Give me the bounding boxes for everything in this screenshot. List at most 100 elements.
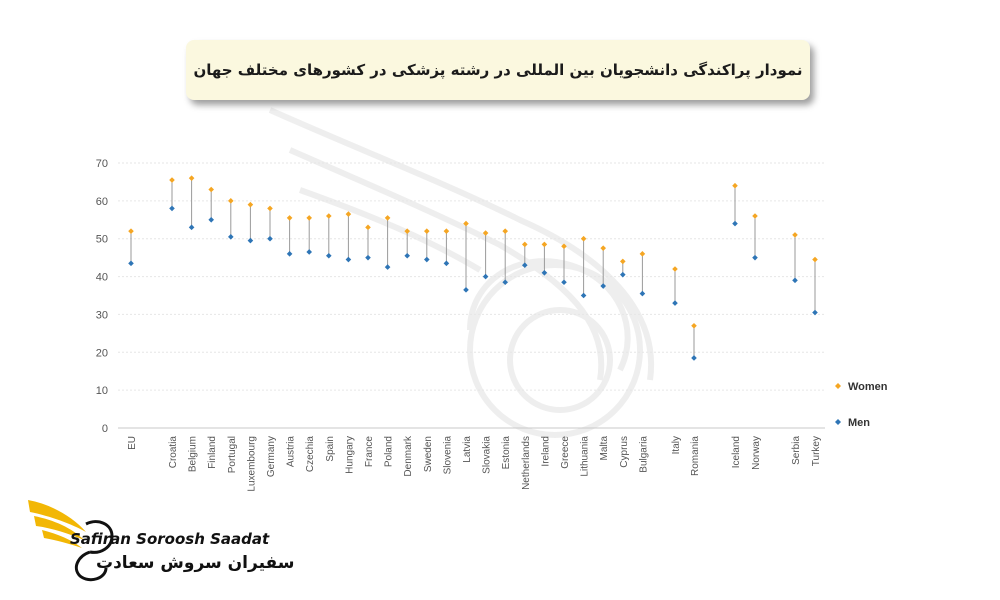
- women-point: [345, 211, 352, 217]
- men-point: [792, 277, 798, 284]
- women-point: [365, 224, 371, 231]
- men-point: [443, 260, 450, 267]
- men-point: [286, 251, 293, 257]
- women-point: [128, 228, 134, 234]
- women-point: [404, 228, 410, 234]
- men-point: [600, 283, 606, 289]
- x-tick-label: Austria: [286, 436, 297, 468]
- x-axis-ticks: EU Croatia Belgium Finland Portugal Luxembour…: [127, 435, 822, 492]
- x-tick-label: Greece: [560, 436, 571, 469]
- women-point: [639, 251, 646, 257]
- x-tick-label: Iceland: [731, 436, 742, 468]
- company-logo: [28, 500, 114, 582]
- men-point: [580, 292, 587, 299]
- men-point: [691, 355, 697, 361]
- x-tick-label: Germany: [266, 436, 277, 477]
- women-point: [792, 232, 798, 238]
- women-point: [752, 213, 758, 219]
- x-tick-label: Luxembourg: [246, 436, 257, 492]
- women-point: [812, 256, 818, 263]
- women-point: [580, 235, 587, 242]
- x-tick-label: Czechia: [305, 436, 316, 473]
- men-point: [463, 287, 469, 293]
- chart-title-box: نمودار پراکندگی دانشجویان بین المللی در …: [186, 40, 810, 100]
- y-tick-label: 70: [96, 158, 108, 170]
- men-point: [169, 205, 175, 212]
- women-point: [541, 241, 548, 248]
- women-point: [620, 258, 626, 265]
- women-point: [463, 220, 469, 227]
- women-point: [424, 228, 430, 234]
- gridlines: [118, 162, 825, 429]
- men-point: [326, 252, 332, 259]
- x-tick-label: Poland: [384, 436, 395, 467]
- x-tick-label: France: [364, 436, 375, 468]
- women-point: [384, 215, 391, 221]
- women-point: [443, 228, 450, 234]
- women-point: [208, 186, 214, 193]
- x-tick-label: Italy: [671, 436, 682, 454]
- women-point: [286, 215, 293, 221]
- women-point: [502, 228, 508, 234]
- women-point: [672, 266, 678, 272]
- women-point: [228, 198, 234, 204]
- x-tick-label: Turkey: [811, 436, 822, 466]
- men-point: [267, 235, 273, 242]
- men-point: [639, 290, 646, 297]
- y-tick-label: 20: [96, 347, 108, 359]
- women-point: [306, 215, 312, 221]
- men-point: [384, 264, 391, 270]
- women-point: [522, 241, 528, 248]
- women-point: [561, 243, 567, 250]
- x-tick-label: Spain: [325, 436, 336, 462]
- x-tick-label: Slovakia: [482, 436, 493, 474]
- men-point: [188, 224, 195, 231]
- x-tick-label: Cyprus: [619, 436, 630, 468]
- bird-wing-icon: [28, 500, 114, 582]
- men-point: [247, 237, 254, 244]
- men-point: [522, 262, 528, 269]
- men-point: [561, 279, 567, 286]
- x-tick-label: Ireland: [540, 436, 551, 467]
- x-tick-label: Malta: [599, 436, 610, 461]
- x-tick-label: Serbia: [791, 436, 802, 465]
- women-point: [169, 177, 175, 183]
- x-tick-label: Latvia: [462, 436, 473, 463]
- logo-text-en: Safiran Soroosh Saadat: [70, 530, 270, 548]
- men-point: [812, 309, 818, 316]
- legend: Women Men: [835, 381, 888, 429]
- x-tick-label: EU: [127, 436, 138, 450]
- x-tick-label: Lithuania: [580, 436, 591, 477]
- y-tick-label: 40: [96, 272, 108, 284]
- men-point: [541, 269, 548, 276]
- men-point: [732, 220, 738, 227]
- x-tick-label: Norway: [751, 436, 762, 470]
- women-point: [188, 175, 195, 181]
- men-point: [128, 260, 134, 267]
- watermark-logo: [268, 107, 655, 438]
- x-tick-label: Netherlands: [521, 436, 532, 490]
- men-point: [208, 216, 214, 223]
- men-point: [424, 256, 430, 263]
- y-tick-label: 10: [96, 385, 108, 397]
- men-point: [365, 254, 371, 261]
- y-tick-label: 50: [96, 234, 108, 246]
- women-point: [326, 213, 332, 219]
- legend-men-label: Men: [848, 417, 870, 429]
- legend-women-marker: [835, 383, 841, 389]
- x-tick-label: Estonia: [501, 436, 512, 470]
- legend-men-marker: [835, 419, 841, 425]
- men-point: [482, 273, 489, 280]
- men-point: [306, 249, 312, 255]
- x-tick-label: Romania: [690, 436, 701, 476]
- women-point: [600, 245, 606, 251]
- legend-women-label: Women: [848, 381, 888, 393]
- y-tick-label: 0: [102, 423, 108, 435]
- x-tick-label: Finland: [207, 436, 218, 469]
- men-point: [228, 234, 234, 240]
- logo-text-fa: سفیران سروش سعادت: [96, 553, 295, 573]
- y-axis-ticks: 0 10 20 30 40 50 60 70: [96, 158, 108, 435]
- men-point: [672, 300, 678, 306]
- women-point: [482, 230, 489, 236]
